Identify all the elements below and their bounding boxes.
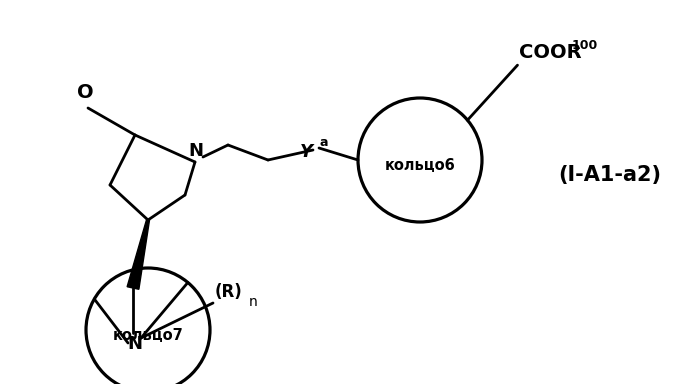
Text: O: O xyxy=(77,83,93,102)
Text: a: a xyxy=(319,136,328,149)
Text: COOR: COOR xyxy=(519,43,582,62)
Text: Y: Y xyxy=(300,143,313,161)
Text: N: N xyxy=(189,142,203,160)
Text: (R): (R) xyxy=(215,283,243,301)
Text: кольцо6: кольцо6 xyxy=(384,157,455,172)
Text: 100: 100 xyxy=(572,39,598,52)
Text: n: n xyxy=(249,295,258,309)
Polygon shape xyxy=(127,220,150,289)
Text: (I-A1-a2): (I-A1-a2) xyxy=(559,165,661,185)
Text: кольцо7: кольцо7 xyxy=(113,328,183,343)
Text: N: N xyxy=(127,335,143,353)
